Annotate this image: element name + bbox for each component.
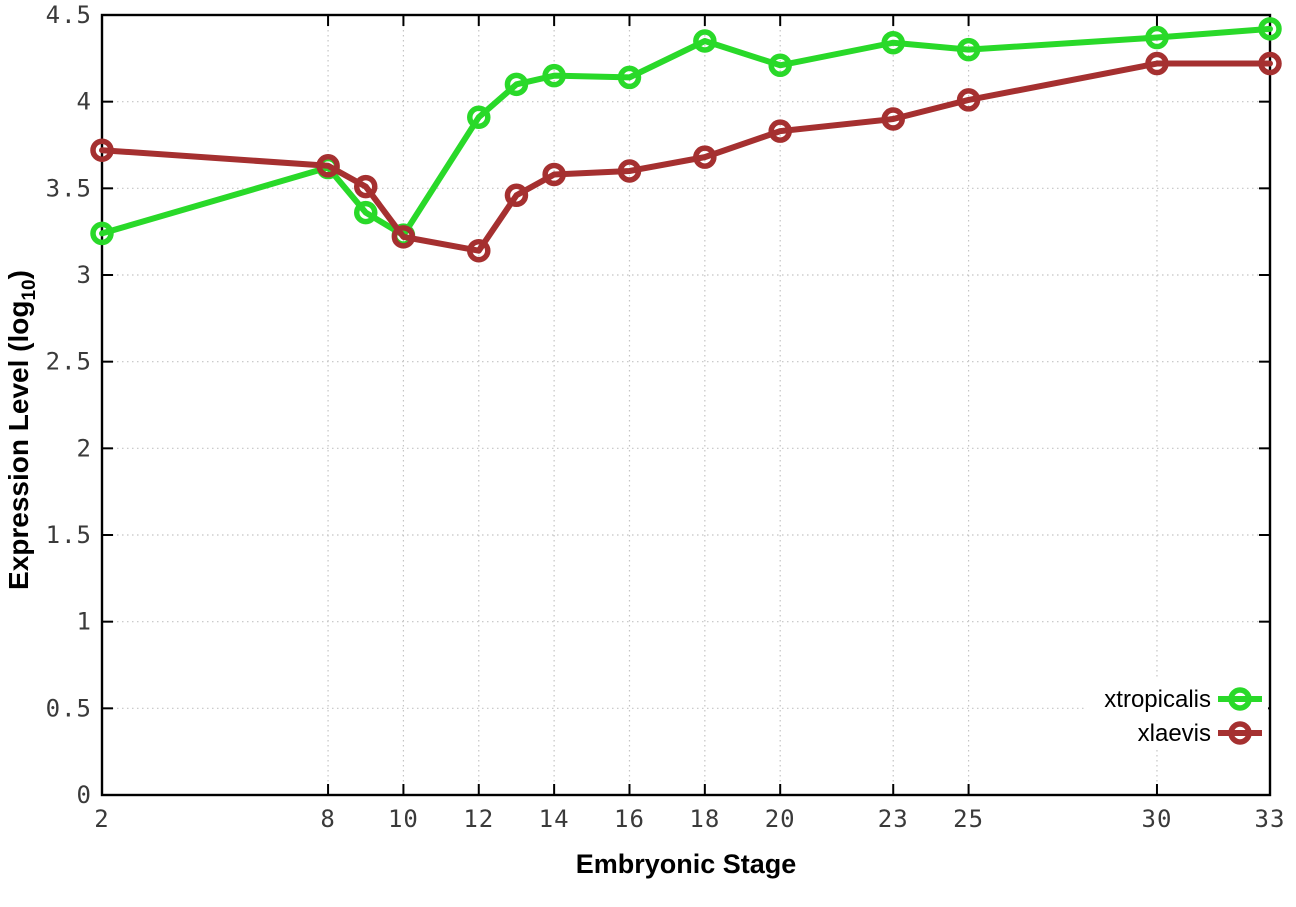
plot-border [100,13,1272,797]
data-point-xtropicalis [956,37,981,62]
data-point-xlaevis [542,162,566,187]
y-tick-label: 2.5 [46,348,92,376]
data-point-xtropicalis [1258,17,1282,41]
x-tick-label: 18 [689,805,720,833]
data-point-xlaevis [1145,51,1169,76]
data-point-xlaevis [316,154,340,178]
y-tick-label: 3.5 [46,174,92,202]
data-point-xtropicalis [542,63,566,88]
data-point-xlaevis [768,119,792,143]
data-point-xlaevis [956,88,981,112]
y-tick-label: 2 [77,434,92,462]
series-line-xlaevis [99,60,1273,254]
legend-label-xlaevis: xlaevis [1138,720,1211,747]
data-point-xlaevis [1258,51,1282,76]
x-tick-label: 10 [388,805,419,833]
data-point-xlaevis [693,145,717,169]
data-point-xlaevis [391,225,416,249]
data-point-xtropicalis [693,29,717,53]
y-tick-label: 1.5 [46,521,92,549]
legend-sample-marker-xtropicalis [1228,687,1252,711]
data-point-xtropicalis [504,72,529,97]
x-tick-label: 2 [94,805,109,833]
data-point-xtropicalis [881,30,905,55]
data-point-xlaevis [353,174,378,199]
x-axis-title: Embryonic Stage [575,849,797,879]
data-point-xtropicalis [90,221,114,246]
x-tick-label: 16 [614,805,645,833]
y-tick-label: 3 [77,261,92,289]
x-tick-label: 25 [953,805,984,833]
y-axis-title: Expression Level (log10) [3,270,41,590]
data-point-xlaevis [504,183,529,208]
data-point-xtropicalis [617,65,642,90]
data-point-xlaevis [90,138,114,162]
data-point-xlaevis [881,107,905,131]
y-tick-label: 4 [77,88,92,116]
x-tick-label: 30 [1142,805,1173,833]
data-point-xlaevis [467,238,491,263]
legend-label-xtropicalis: xtropicalis [1104,686,1211,713]
series-line-xtropicalis [99,25,1273,239]
x-tick-label: 8 [320,805,335,833]
y-axis-title-close: ) [3,270,35,280]
data-point-xtropicalis [768,53,792,78]
y-tick-label: 0.5 [46,694,92,722]
y-axis-title-subscript: 10 [18,279,40,301]
y-tick-label: 0 [77,781,92,809]
x-tick-label: 23 [878,805,909,833]
data-point-xtropicalis [467,105,491,130]
x-tick-label: 14 [539,805,570,833]
x-tick-label: 20 [765,805,796,833]
data-point-xlaevis [617,159,642,183]
legend-sample-marker-xlaevis [1228,721,1252,745]
x-tick-label: 33 [1255,805,1286,833]
y-axis-title-text: Expression Level (log [3,300,35,590]
data-point-xtropicalis [1145,25,1169,50]
data-point-xtropicalis [353,200,378,225]
y-tick-label: 4.5 [46,1,92,29]
y-tick-label: 1 [77,608,92,636]
x-tick-label: 12 [463,805,494,833]
